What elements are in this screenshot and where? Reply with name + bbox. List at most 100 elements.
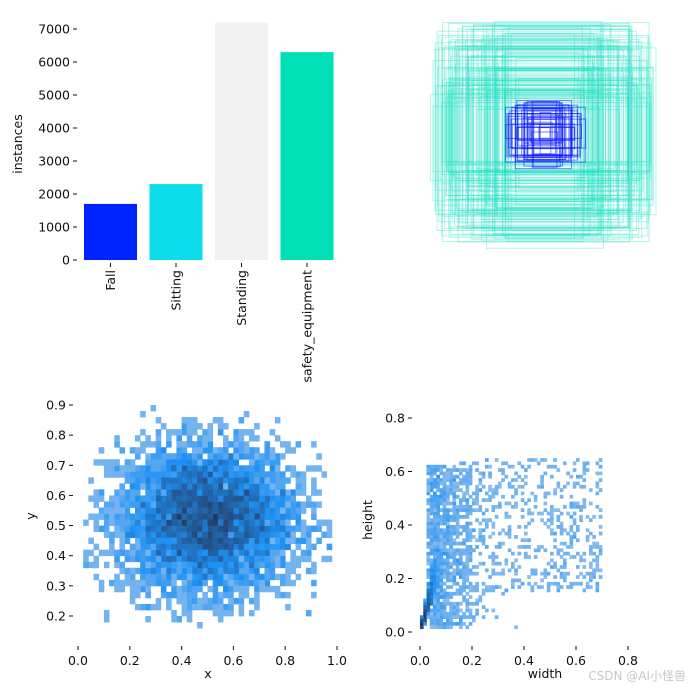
histogram-cell	[579, 558, 583, 563]
histogram-cell	[433, 561, 437, 566]
histogram-cell	[202, 555, 208, 563]
histogram-cell	[550, 528, 554, 533]
histogram-cell	[290, 531, 296, 539]
histogram-cell	[537, 545, 541, 549]
histogram-cell	[285, 465, 291, 472]
histogram-cell	[433, 521, 437, 526]
histogram-cell	[181, 477, 188, 484]
histogram-cell	[223, 555, 229, 563]
box-outline	[448, 77, 637, 188]
histogram-cell	[563, 575, 567, 579]
histogram-cell	[160, 579, 167, 587]
histogram-cell	[572, 521, 577, 526]
histogram-cell	[305, 465, 312, 472]
histogram-cell	[478, 551, 483, 556]
histogram-cell	[176, 501, 182, 508]
histogram-cell	[442, 528, 447, 533]
histogram-cell	[439, 595, 444, 599]
histogram-cell	[475, 581, 479, 586]
histogram-cell	[433, 531, 437, 536]
histogram-cell	[439, 491, 444, 496]
histogram-cell	[592, 535, 596, 539]
histogram-cell	[207, 495, 214, 502]
histogram-cell	[501, 468, 505, 472]
histogram-cell	[423, 615, 427, 620]
x-tick-label: 0.2	[120, 653, 140, 668]
histogram-cell	[449, 611, 453, 616]
histogram-cell	[520, 491, 525, 496]
histogram-cell	[207, 531, 214, 539]
histogram-cell	[254, 465, 260, 472]
histogram-cell	[455, 528, 460, 533]
histogram-cell	[140, 585, 146, 593]
histogram-cell	[426, 555, 431, 559]
histogram-cell	[507, 484, 512, 489]
histogram-cell	[150, 405, 157, 412]
histogram-cell	[295, 477, 302, 484]
histogram-cell	[465, 521, 470, 526]
histogram-cell	[475, 601, 479, 606]
histogram-cell	[446, 541, 450, 546]
histogram-cell	[305, 543, 312, 551]
histogram-cell	[124, 525, 131, 532]
histogram-cell	[468, 608, 473, 613]
histogram-cell	[462, 621, 466, 626]
histogram-cell	[160, 459, 167, 466]
box-outline	[490, 69, 591, 188]
histogram-cell	[150, 477, 157, 484]
histogram-cell	[160, 531, 167, 539]
histogram-cell	[433, 468, 437, 472]
histogram-cell	[462, 615, 466, 620]
histogram-cell	[176, 507, 182, 514]
histogram-cell	[228, 495, 234, 502]
box-outline	[493, 56, 595, 210]
box-outline	[539, 111, 552, 155]
histogram-cell	[439, 494, 444, 499]
box-outline	[465, 75, 632, 188]
histogram-cell	[559, 525, 564, 529]
histogram-cell	[533, 498, 538, 502]
histogram-cell	[160, 507, 167, 514]
histogram-cell	[217, 477, 224, 484]
histogram-cell	[439, 535, 444, 539]
histogram-cell	[429, 621, 434, 626]
histogram-cell	[550, 508, 554, 513]
histogram-cell	[155, 435, 162, 442]
histogram-cell	[475, 608, 479, 613]
histogram-cell	[176, 483, 182, 490]
histogram-cell	[455, 541, 460, 546]
histogram-cell	[140, 537, 146, 545]
histogram-cell	[119, 567, 126, 575]
histogram-cell	[546, 511, 551, 516]
histogram-cell	[259, 483, 265, 490]
histogram-cell	[429, 494, 434, 499]
histogram-cell	[426, 605, 431, 609]
histogram-cell	[563, 558, 567, 563]
histogram-cell	[280, 555, 286, 563]
y-tick-label: 0.4	[385, 518, 405, 533]
histogram-cell	[181, 561, 188, 569]
histogram-cell	[223, 453, 229, 460]
histogram-cell	[160, 453, 167, 460]
histogram-cell	[134, 549, 141, 557]
histogram-cell	[290, 579, 296, 587]
histogram-cell	[305, 525, 312, 532]
histogram-cell	[485, 458, 489, 462]
histogram-cell	[274, 435, 281, 442]
histogram-cell	[478, 521, 483, 526]
histogram-cell	[543, 501, 548, 506]
histogram-cell	[119, 483, 126, 490]
histogram-cell	[475, 538, 479, 543]
histogram-cell	[446, 508, 450, 513]
histogram-cell	[217, 519, 224, 526]
histogram-cell	[465, 474, 470, 479]
histogram-cell	[462, 504, 466, 509]
histogram-cell	[582, 478, 587, 482]
histogram-cell	[155, 513, 162, 520]
box-outline	[489, 38, 600, 231]
histogram-cell	[449, 491, 453, 496]
histogram-cell	[449, 618, 453, 623]
histogram-cell	[145, 549, 151, 557]
histogram-cell	[166, 483, 172, 490]
histogram-cell	[511, 494, 515, 499]
